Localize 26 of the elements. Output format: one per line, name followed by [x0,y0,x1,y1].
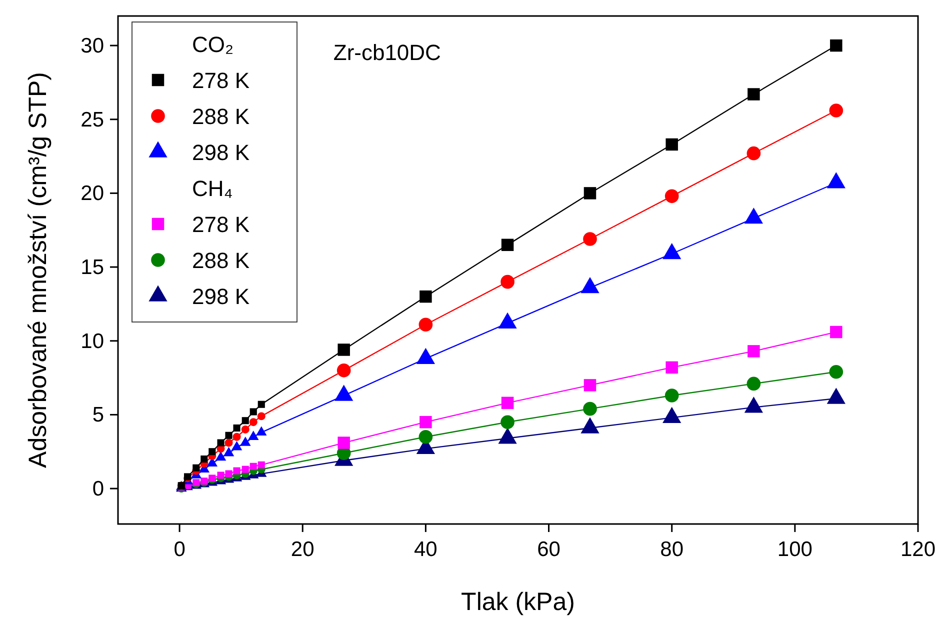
y-tick-label: 30 [80,34,104,58]
y-tick-label: 5 [92,404,104,427]
x-tick-label: 20 [290,538,314,561]
y-tick-label: 15 [80,256,104,280]
y-tick-label: 10 [80,330,104,353]
annotation: CO₂ [192,32,234,57]
text: Zr-cb10DC [333,40,442,65]
x-tick-label: 80 [660,538,684,561]
point [217,472,224,479]
y-tick-label: 0 [92,478,104,501]
legend-label: 298 K [192,284,250,309]
x-tick-label: 60 [537,538,560,561]
legend-label: 278 K [192,68,250,93]
x-tick-label: 120 [900,538,936,561]
x-axis-title: Tlak (kPa) [461,588,575,616]
x-tick-label: 40 [414,538,438,561]
annotation: CH₄ [192,176,233,201]
x-tick-label: 100 [777,538,812,561]
y-tick-label: 20 [80,182,104,206]
y-tick-label: 25 [80,108,104,132]
x-tick-label: 0 [174,538,186,561]
legend-label: 288 K [192,104,250,129]
legend-label: 298 K [192,140,250,165]
legend-label: 288 K [192,248,250,273]
y-axis-title: Adsorbované množství (cm³/g STP) [24,72,52,468]
legend-label: 278 K [192,212,250,237]
